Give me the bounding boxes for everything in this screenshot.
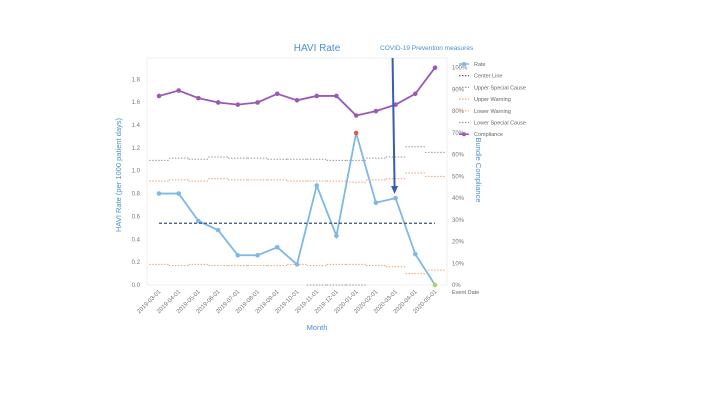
plot-area [146,57,448,286]
compliance-point [255,100,260,105]
legend-label-lower-warning: Lower Warning [474,109,511,115]
rate-point [334,233,339,239]
compliance-point [274,91,280,97]
compliance-point [294,97,300,103]
rate-point [353,130,359,136]
y-tick-label: 1.8 [132,77,141,83]
rate-point [432,282,438,288]
event-date-label: Event Date [452,290,479,296]
y2-tick-label: 30% [452,218,465,224]
compliance-point [235,102,241,107]
compliance-point [215,100,221,105]
y-tick-label: 1.2 [132,146,141,152]
y2-tick-label: 50% [452,174,465,180]
legend-marker-rate [462,62,466,66]
y2-tick-label: 20% [452,240,465,246]
y-tick-label: 1.6 [132,100,141,106]
chart-title: HAVI Rate [294,43,341,54]
rate-point [215,227,221,233]
rate-point [176,191,182,196]
rate-point [314,183,320,188]
y2-tick-label: 60% [452,153,465,159]
x-axis-label: Month [307,323,328,332]
compliance-point [314,93,320,99]
legend-label-center-line: Center Line [474,74,502,80]
legend-label-lower-special-cause: Lower Special Cause [474,121,526,127]
y2-tick-label: 40% [452,196,465,202]
compliance-point [412,91,418,97]
y2-tick-label: 90% [452,87,465,93]
compliance-point [334,93,339,99]
y2-axis-label: Bundle Compliance [474,137,483,202]
y2-tick-label: 100% [452,66,468,72]
rate-point [393,195,398,201]
y-axis-label: HAVI Rate (per 1000 patient days) [114,117,123,232]
y2-tick-label: 70% [452,131,465,137]
y-tick-label: 1.0 [132,169,141,175]
compliance-point [393,102,398,107]
y-tick-label: 0.4 [132,237,141,243]
legend-marker-compliance [462,132,466,137]
y-tick-label: 0.2 [132,260,141,266]
rate-point [274,244,280,250]
rate-point [235,252,241,258]
annotation-label: COVID-19 Prevention measures [380,45,474,52]
y-tick-label: 1.4 [132,123,141,129]
annotation-arrow [391,57,396,189]
rate-point [412,251,418,257]
legend: Rate Center Line Upper Special Cause Upper … [459,62,526,138]
rate-point [196,218,201,224]
y2-tick-label: 80% [452,109,465,115]
compliance-point [353,113,359,118]
legend-label-upper-special-cause: Upper Special Cause [474,85,526,91]
rate-point [255,252,260,258]
compliance-point [196,95,201,101]
compliance-point [373,108,379,114]
y2-tick-label: 10% [452,261,465,267]
compliance-point [432,65,438,70]
y2-tick-label: 0% [452,283,461,289]
y-tick-label: 0.0 [132,283,141,289]
compliance-point [176,88,182,93]
legend-label-compliance: Compliance [474,132,503,138]
compliance-point [156,93,162,99]
y-tick-label: 0.8 [132,192,141,198]
y-tick-label: 0.6 [132,214,141,220]
legend-label-upper-warning: Upper Warning [474,97,511,103]
legend-label-rate: Rate [474,62,486,68]
annotation-arrowhead-icon [391,186,399,194]
rate-point [373,200,379,206]
rate-point [156,191,162,196]
